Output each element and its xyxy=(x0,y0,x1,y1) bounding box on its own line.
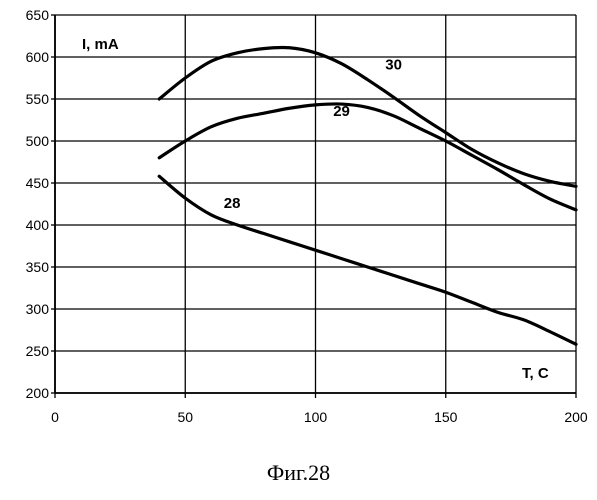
series-label-28: 28 xyxy=(224,195,241,212)
y-axis-label: I, mA xyxy=(82,36,119,53)
x-tick-label: 0 xyxy=(51,409,59,425)
x-axis-label: T, C xyxy=(522,365,549,382)
y-tick-label: 550 xyxy=(26,91,50,107)
x-tick-label: 100 xyxy=(304,409,328,425)
figure-caption: Фиг.28 xyxy=(0,460,597,486)
x-tick-label: 200 xyxy=(564,409,588,425)
y-tick-label: 650 xyxy=(26,7,50,23)
y-tick-label: 350 xyxy=(26,259,50,275)
y-tick-label: 450 xyxy=(26,175,50,191)
y-tick-label: 600 xyxy=(26,49,50,65)
y-tick-label: 400 xyxy=(26,217,50,233)
y-tick-label: 250 xyxy=(26,343,50,359)
y-tick-label: 500 xyxy=(26,133,50,149)
y-tick-label: 200 xyxy=(26,385,50,401)
series-label-29: 29 xyxy=(333,103,350,120)
y-tick-label: 300 xyxy=(26,301,50,317)
x-tick-label: 50 xyxy=(177,409,193,425)
series-label-30: 30 xyxy=(385,57,402,74)
x-tick-label: 150 xyxy=(434,409,458,425)
